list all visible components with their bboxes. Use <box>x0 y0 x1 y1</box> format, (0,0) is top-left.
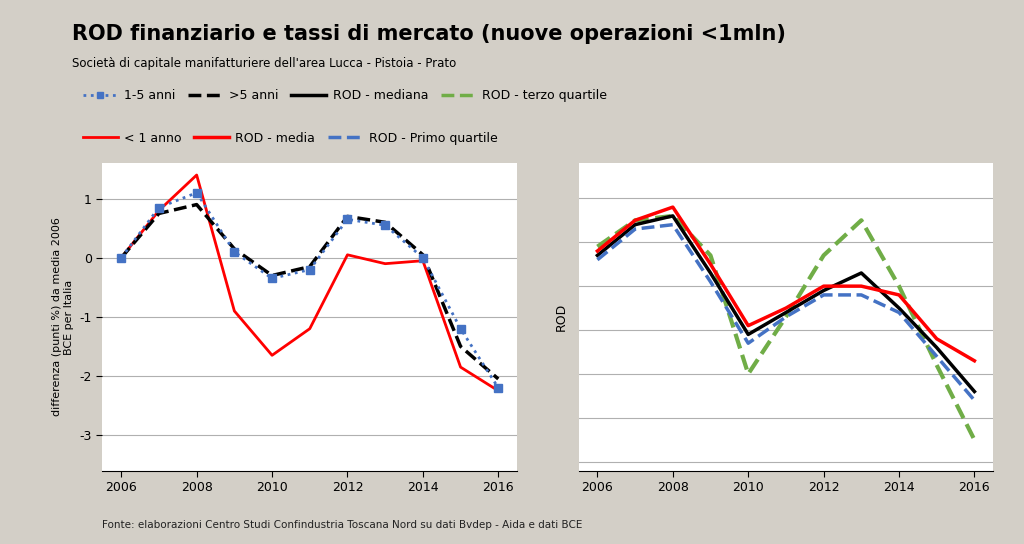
Text: Società di capitale manifatturiere dell'area Lucca - Pistoia - Prato: Società di capitale manifatturiere dell'… <box>72 57 456 70</box>
Legend: < 1 anno, ROD - media, ROD - Primo quartile: < 1 anno, ROD - media, ROD - Primo quart… <box>78 127 503 150</box>
Text: Fonte: elaborazioni Centro Studi Confindustria Toscana Nord su dati Bvdep - Aida: Fonte: elaborazioni Centro Studi Confind… <box>102 521 583 530</box>
Text: ROD finanziario e tassi di mercato (nuove operazioni <1mln): ROD finanziario e tassi di mercato (nuov… <box>72 24 785 45</box>
Y-axis label: differenza (punti %) da media 2006
BCE per Italia: differenza (punti %) da media 2006 BCE p… <box>52 218 74 416</box>
Y-axis label: ROD: ROD <box>555 303 568 331</box>
